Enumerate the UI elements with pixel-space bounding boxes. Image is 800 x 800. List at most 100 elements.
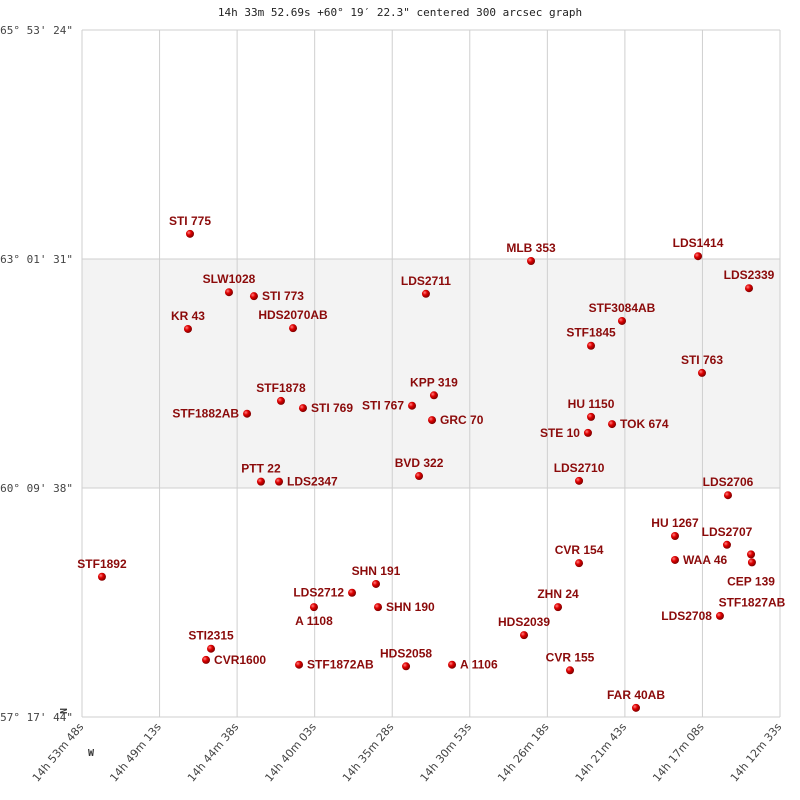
star-label: LDS2711 [401, 274, 451, 288]
star-marker [527, 257, 536, 266]
star-label: HDS2070AB [258, 308, 328, 322]
star-marker [224, 288, 233, 297]
star-marker [670, 555, 679, 564]
star-marker [722, 540, 731, 549]
star-marker [575, 559, 584, 568]
star-marker [374, 603, 383, 612]
star-label: FAR 40AB [607, 688, 665, 702]
star-marker [408, 401, 417, 410]
star-marker [298, 404, 307, 413]
star-marker [429, 391, 438, 400]
star-label: LDS1414 [673, 236, 724, 250]
star-label: STI 769 [311, 401, 353, 415]
star-label: PTT 22 [241, 462, 281, 476]
star-label: HDS2058 [380, 646, 432, 660]
x-tick-label: 14h 21m 43s [573, 720, 630, 784]
star-label: TOK 674 [620, 417, 669, 431]
star-marker [183, 324, 192, 333]
star-marker [617, 316, 626, 325]
y-tick-label: +63° 01' 31" [0, 253, 73, 266]
star-marker [747, 558, 756, 567]
star-label: HDS2039 [498, 615, 550, 629]
star-marker [670, 531, 679, 540]
star-marker [697, 368, 706, 377]
star-marker [745, 284, 754, 293]
x-tick-label: 14h 26m 18s [495, 720, 552, 784]
star-marker [243, 409, 252, 418]
star-marker [608, 420, 617, 429]
star-label: STF1892 [77, 557, 127, 571]
star-label: GRC 70 [440, 413, 484, 427]
star-label: CVR 154 [555, 543, 604, 557]
star-marker [448, 660, 457, 669]
y-tick-label: +60° 09' 38" [0, 482, 73, 495]
star-marker [554, 603, 563, 612]
star-marker [289, 324, 298, 333]
star-label: LDS2347 [287, 475, 338, 489]
star-label: LDS2712 [293, 586, 344, 600]
star-label: BVD 322 [395, 456, 444, 470]
star-marker [520, 631, 529, 640]
star-marker [428, 416, 437, 425]
north-indicator: N [57, 708, 68, 714]
star-marker [747, 550, 756, 559]
star-label: LDS2706 [703, 475, 754, 489]
star-marker [587, 412, 596, 421]
star-marker [348, 588, 357, 597]
star-marker [694, 252, 703, 261]
star-label: CVR 155 [546, 650, 595, 664]
star-label: SHN 190 [386, 600, 435, 614]
star-label: STF1878 [256, 381, 306, 395]
star-marker [249, 292, 258, 301]
star-marker [402, 662, 411, 671]
star-label: HU 1267 [651, 516, 699, 530]
star-marker [275, 477, 284, 486]
star-label: MLB 353 [506, 241, 556, 255]
star-marker [256, 477, 265, 486]
star-label: LDS2707 [702, 525, 753, 539]
star-marker [185, 229, 194, 238]
star-marker [371, 579, 380, 588]
star-label: LDS2708 [661, 609, 712, 623]
star-label: STF1827AB [719, 595, 786, 609]
star-marker [202, 655, 211, 664]
star-label: STF1872AB [307, 658, 374, 672]
x-tick-label: 14h 12m 33s [728, 720, 785, 784]
star-label: STI 767 [362, 399, 404, 413]
star-label: STI2315 [188, 629, 234, 643]
star-marker [276, 396, 285, 405]
x-tick-label: 14h 44m 38s [185, 720, 242, 784]
star-marker [715, 611, 724, 620]
star-marker [97, 572, 106, 581]
star-marker [415, 472, 424, 481]
star-marker [421, 289, 430, 298]
star-label: STF1882AB [172, 407, 239, 421]
star-marker [566, 666, 575, 675]
star-label: SHN 191 [352, 564, 401, 578]
star-marker [632, 703, 641, 712]
star-label: KPP 319 [410, 375, 458, 389]
star-label: STE 10 [540, 426, 580, 440]
chart-title: 14h 33m 52.69s +60° 19′ 22.3" centered 3… [217, 6, 583, 19]
star-label: STF3084AB [589, 301, 656, 315]
star-label: CEP 139 [727, 574, 775, 588]
x-tick-label: 14h 35m 28s [340, 720, 397, 784]
star-label: A 1106 [460, 658, 498, 672]
star-label: ZHN 24 [537, 587, 579, 601]
star-marker [583, 428, 592, 437]
x-tick-label: 14h 17m 08s [650, 720, 707, 784]
star-label: WAA 46 [683, 553, 728, 567]
west-indicator: W [88, 748, 95, 759]
star-label: LDS2710 [554, 461, 605, 475]
star-label: LDS2339 [724, 268, 775, 282]
star-label: A 1108 [295, 614, 333, 628]
highlight-band [82, 258, 780, 488]
x-tick-label: 14h 49m 13s [107, 720, 164, 784]
x-tick-label: 14h 40m 03s [262, 720, 319, 784]
star-marker [207, 644, 216, 653]
star-label: STF1845 [566, 326, 616, 340]
star-marker [575, 476, 584, 485]
star-label: STI 775 [169, 214, 211, 228]
star-marker [587, 341, 596, 350]
